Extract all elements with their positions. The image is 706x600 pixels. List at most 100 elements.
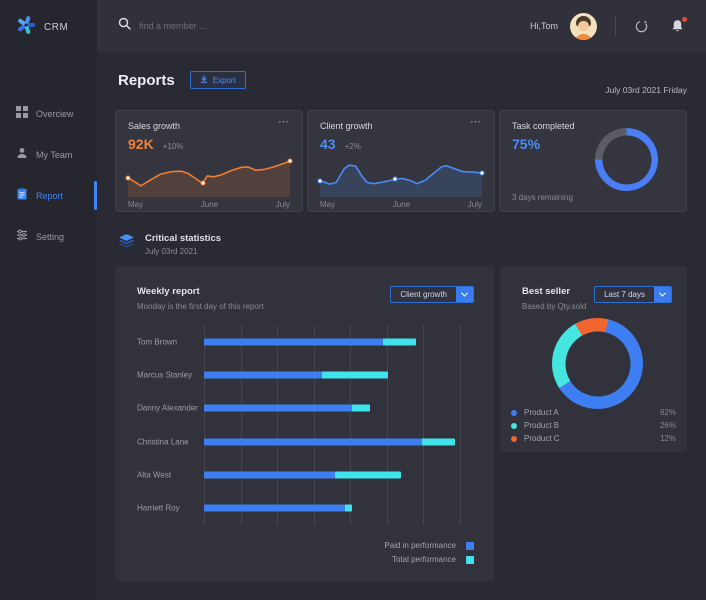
page-title: Reports bbox=[118, 71, 175, 89]
bar-category-label: Christina Lane bbox=[137, 437, 189, 447]
sidebar-item-setting[interactable]: Setting bbox=[0, 216, 97, 257]
dropdown-value: Last 7 days bbox=[604, 290, 645, 299]
legend-dot bbox=[511, 422, 517, 429]
sidebar-item-label: Report bbox=[36, 190, 64, 201]
weekly-bar-chart: Tom Brown Marcus Stanley Danny Alexander Ch… bbox=[137, 325, 461, 525]
stat-cards-row: Sales growth ⋯ 92K +10% May June July Cl… bbox=[115, 110, 687, 212]
legend-item: Total performance bbox=[384, 555, 474, 564]
gridline bbox=[460, 325, 461, 525]
sales-growth-card: Sales growth ⋯ 92K +10% May June July bbox=[115, 110, 303, 212]
chevron-down-icon bbox=[654, 287, 671, 302]
bar-row: Christina Lane bbox=[137, 425, 460, 458]
legend-item: Product A 62% bbox=[511, 408, 676, 417]
main-content: Reports Export July 03rd 2021 Friday Sal… bbox=[97, 52, 706, 600]
legend-item: Product B 26% bbox=[511, 421, 676, 430]
data-point-marker bbox=[479, 170, 485, 176]
tick-july: July bbox=[467, 200, 482, 209]
x-axis-labels: May June July bbox=[128, 200, 290, 209]
bar-row: Harriett Roy bbox=[137, 492, 460, 525]
card-title: Sales growth bbox=[128, 121, 181, 131]
person-icon bbox=[16, 146, 28, 164]
data-point-marker bbox=[125, 175, 131, 181]
data-point-marker bbox=[200, 180, 206, 186]
best-seller-donut bbox=[552, 318, 643, 409]
sidebar-item-label: Setting bbox=[36, 231, 65, 242]
task-progress-ring bbox=[595, 128, 658, 191]
total-bar bbox=[383, 338, 417, 346]
card-menu-icon[interactable]: ⋯ bbox=[278, 116, 290, 128]
active-indicator bbox=[94, 181, 97, 210]
client-value: 43 bbox=[320, 136, 336, 152]
data-point-marker bbox=[392, 176, 398, 182]
bar-row: Alta West bbox=[137, 458, 460, 491]
sales-value: 92K bbox=[128, 136, 154, 152]
paid-bar bbox=[204, 438, 422, 446]
brand: CRM bbox=[0, 0, 97, 41]
x-axis-labels: May June July bbox=[320, 200, 482, 209]
paid-bar bbox=[204, 338, 384, 346]
sidebar-item-label: My Team bbox=[36, 149, 73, 160]
search-icon bbox=[118, 17, 131, 35]
gridline bbox=[313, 325, 315, 525]
paid-bar bbox=[204, 504, 345, 512]
search-input[interactable] bbox=[139, 21, 359, 31]
avatar[interactable] bbox=[570, 12, 597, 40]
refresh-icon[interactable] bbox=[634, 19, 649, 34]
gridline bbox=[240, 325, 242, 525]
card-menu-icon[interactable]: ⋯ bbox=[470, 116, 482, 128]
task-completed-card: Task completed 75% 3 days remaining bbox=[499, 110, 687, 212]
data-point-marker bbox=[317, 178, 323, 184]
bar-category-label: Danny Alexander bbox=[137, 403, 198, 413]
weekly-filter-dropdown[interactable]: Client growth bbox=[390, 286, 474, 303]
sliders-icon bbox=[16, 228, 28, 246]
user-greeting: Hi,Tom bbox=[529, 21, 558, 31]
bar-category-label: Marcus Stanley bbox=[137, 370, 193, 380]
task-note: 3 days remaining bbox=[512, 193, 573, 202]
best-seller-card: Best seller Based by Qty.sold Last 7 day… bbox=[500, 266, 687, 452]
legend-item: Product C 12% bbox=[511, 434, 676, 443]
bar-row: Marcus Stanley bbox=[137, 358, 460, 391]
ring-hole bbox=[602, 135, 651, 184]
total-bar bbox=[421, 438, 455, 446]
search-bar bbox=[97, 17, 530, 35]
data-point-marker bbox=[287, 158, 293, 164]
total-bar bbox=[344, 504, 353, 512]
topbar-divider bbox=[615, 16, 616, 36]
legend-dot bbox=[511, 409, 517, 416]
sales-trend-chart bbox=[125, 154, 293, 197]
page-header: Reports Export July 03rd 2021 Friday bbox=[97, 52, 706, 108]
bar-category-label: Tom Brown bbox=[137, 337, 178, 347]
weekly-gridlines bbox=[204, 325, 461, 525]
gridline bbox=[350, 325, 352, 525]
seller-range-dropdown[interactable]: Last 7 days bbox=[594, 286, 672, 303]
client-delta: +2% bbox=[344, 142, 361, 151]
sidebar-item-overview[interactable]: Overciew bbox=[0, 93, 97, 134]
donut-hole bbox=[565, 331, 630, 396]
sidebar-nav: Overciew My Team Report Setting bbox=[0, 93, 97, 257]
gridline bbox=[277, 325, 279, 525]
avatar-face bbox=[578, 20, 589, 31]
legend-swatch bbox=[466, 555, 474, 564]
tick-may: May bbox=[128, 200, 144, 209]
dropdown-value: Client growth bbox=[400, 290, 447, 299]
gridline bbox=[386, 325, 388, 525]
legend-item: Paid in performance bbox=[384, 541, 474, 550]
bottom-row: Weekly report Monday is the first day of… bbox=[115, 266, 687, 581]
section-title: Critical statistics bbox=[145, 232, 222, 244]
paid-bar bbox=[204, 404, 353, 412]
layers-icon bbox=[118, 233, 135, 255]
total-bar bbox=[352, 404, 371, 412]
legend-dot bbox=[511, 435, 517, 442]
task-value: 75% bbox=[512, 136, 541, 152]
panel-title: Best seller bbox=[522, 286, 571, 297]
export-button[interactable]: Export bbox=[189, 71, 246, 89]
card-title: Task completed bbox=[512, 121, 575, 131]
sidebar-item-my-team[interactable]: My Team bbox=[0, 134, 97, 175]
total-bar bbox=[321, 371, 389, 379]
sidebar-item-report[interactable]: Report bbox=[0, 175, 97, 216]
notification-bell-icon[interactable] bbox=[671, 17, 687, 33]
crm-logo-icon bbox=[15, 14, 37, 41]
tick-june: June bbox=[200, 200, 219, 209]
tick-july: July bbox=[275, 200, 290, 209]
